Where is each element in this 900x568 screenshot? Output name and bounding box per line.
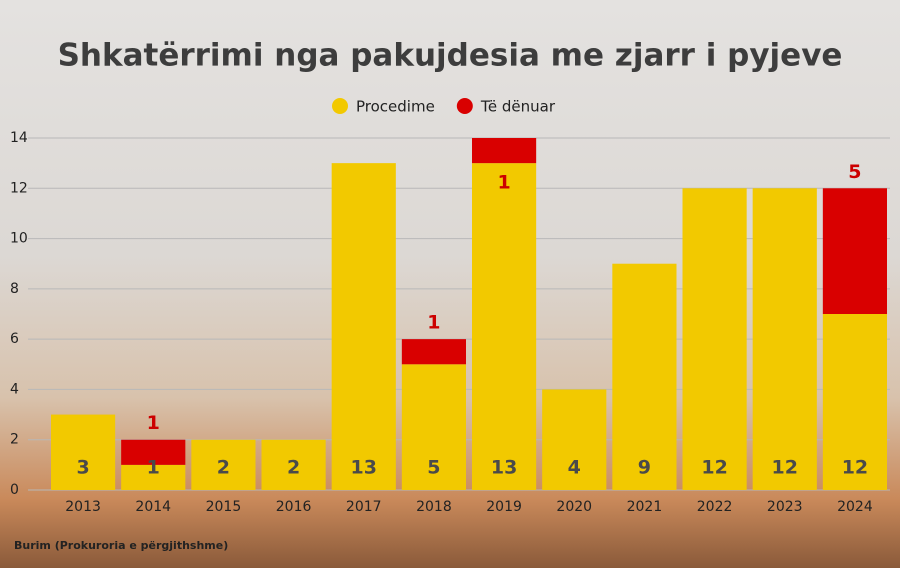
- bar-segment: [472, 163, 537, 490]
- x-tick-label: 2014: [135, 499, 171, 515]
- x-tick-label: 2013: [65, 499, 101, 515]
- bar-segment: [401, 339, 466, 365]
- bar-segment: [542, 389, 607, 490]
- y-tick-label: 0: [10, 482, 19, 498]
- y-tick-label: 6: [10, 331, 19, 347]
- x-tick-label: 2024: [837, 499, 873, 515]
- x-tick-label: 2021: [627, 499, 663, 515]
- bar-segment: [612, 263, 677, 490]
- value-label: 5: [848, 161, 861, 183]
- value-label: 1: [427, 312, 440, 334]
- y-tick-label: 12: [10, 180, 28, 196]
- bar-label: 1: [147, 457, 160, 479]
- chart-title: Shkatërrimi nga pakujdesia me zjarr i py…: [58, 38, 843, 74]
- value-label: 1: [147, 412, 160, 434]
- bar-label: 12: [842, 457, 868, 479]
- bar-segment: [261, 439, 326, 490]
- legend-label: Të dënuar: [480, 98, 556, 116]
- source: Burim (Prokuroria e përgjithshme): [14, 539, 228, 552]
- y-tick-label: 10: [10, 231, 28, 247]
- bar-label: 9: [638, 457, 651, 479]
- bar-label: 2: [217, 457, 230, 479]
- bar-segment: [191, 439, 256, 490]
- bar-label: 13: [351, 457, 377, 479]
- y-tick-label: 4: [10, 381, 19, 397]
- x-tick-label: 2019: [486, 499, 522, 515]
- bar-label: 13: [491, 457, 517, 479]
- bar-segment: [752, 188, 817, 491]
- bar-segment: [51, 414, 116, 490]
- legend-swatch: [332, 98, 348, 114]
- x-tick-label: 2017: [346, 499, 382, 515]
- y-tick-label: 14: [10, 130, 28, 146]
- legend-swatch: [456, 98, 473, 114]
- bar-label: 2: [287, 457, 300, 479]
- x-tick-label: 2018: [416, 499, 452, 515]
- x-tick-label: 2020: [556, 499, 592, 515]
- bar-segment: [331, 163, 396, 490]
- bar-segment: [401, 364, 466, 490]
- bar-segment: [472, 138, 537, 164]
- x-tick-label: 2015: [206, 499, 242, 515]
- legend-label: Procedime: [356, 98, 435, 116]
- bar-segment: [822, 314, 887, 490]
- bar-segment: [822, 188, 887, 314]
- y-tick-label: 2: [10, 432, 19, 448]
- value-label: 1: [497, 172, 510, 194]
- bar-label: 12: [772, 457, 798, 479]
- bar-label: 12: [701, 457, 727, 479]
- bar-segment: [121, 464, 186, 490]
- bar-label: 5: [427, 457, 440, 479]
- x-tick-label: 2022: [697, 499, 733, 515]
- x-tick-label: 2016: [276, 499, 312, 515]
- bar-segment: [121, 439, 186, 465]
- y-tick-label: 8: [10, 281, 19, 297]
- bar-label: 4: [568, 457, 581, 479]
- bar-label: 3: [76, 457, 89, 479]
- x-tick-label: 2023: [767, 499, 803, 515]
- bar-segment: [682, 188, 747, 491]
